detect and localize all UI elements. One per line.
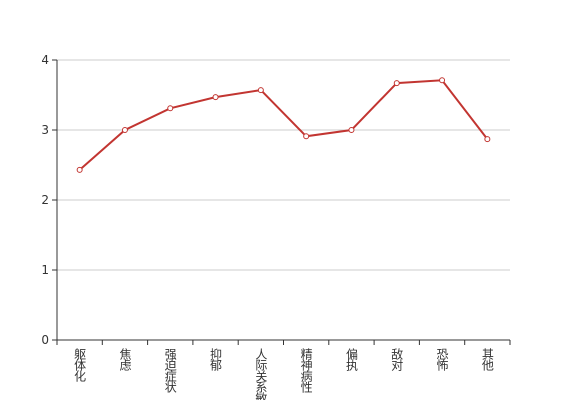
line: [78, 79, 489, 171]
y-tick-label: 2: [41, 193, 49, 207]
x-tick-label: 强迫症状: [163, 348, 177, 393]
point: [393, 80, 400, 87]
point: [212, 94, 219, 101]
x-tick-label: 敌对: [390, 347, 404, 371]
point: [303, 133, 310, 140]
x-tick-label: 焦虑: [118, 348, 132, 371]
point: [484, 136, 491, 143]
x-tick-label: 人际关系敏感: [254, 348, 268, 400]
y-tick-label: 4: [41, 53, 49, 67]
x-tick-label: 抑郁: [209, 347, 223, 372]
point: [348, 127, 355, 133]
y-tick-label: 1: [41, 263, 49, 277]
y-tick-label: 0: [41, 333, 49, 347]
point: [76, 166, 83, 173]
x-tick-label: 其他: [480, 348, 494, 371]
x-tick-label: 恐怖: [435, 348, 449, 371]
x-tick-label: 偏执: [344, 347, 358, 372]
point: [121, 127, 128, 133]
x-tick-label: 精神病性: [299, 348, 313, 394]
point: [167, 105, 174, 112]
point: [439, 77, 446, 84]
x-tick-label: 躯体化: [73, 347, 87, 383]
y-tick-label: 3: [41, 123, 49, 137]
point: [257, 87, 264, 94]
